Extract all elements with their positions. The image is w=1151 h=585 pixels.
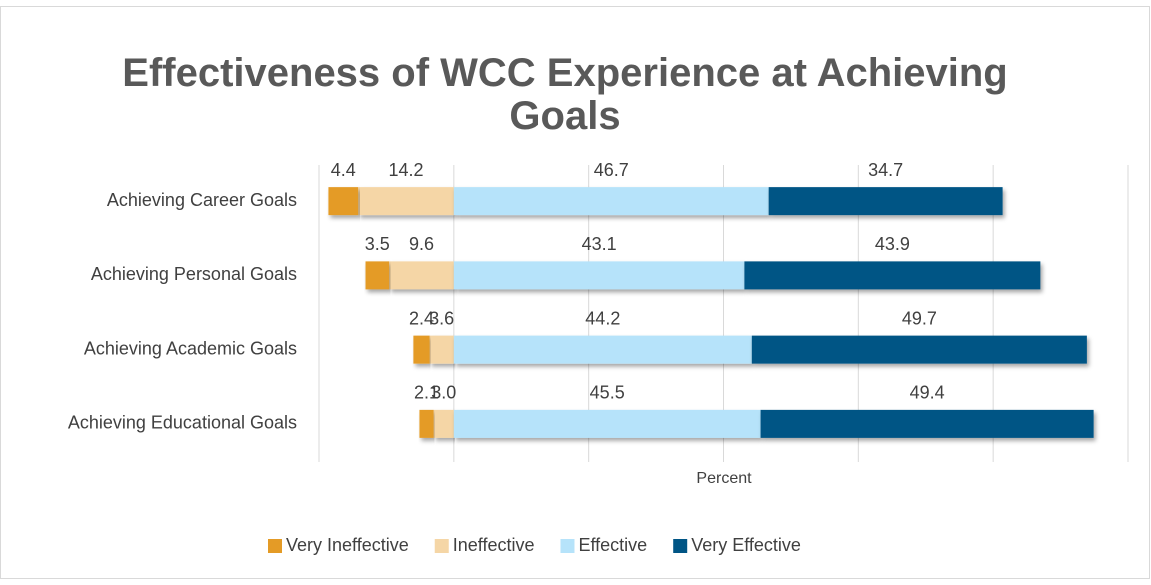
- data-label: 9.6: [409, 234, 434, 254]
- data-label: 49.7: [902, 308, 937, 328]
- bar-segment: [453, 409, 761, 438]
- legend-swatch: [268, 539, 282, 553]
- y-tick-label: Achieving Educational Goals: [68, 413, 297, 433]
- bar-segment: [453, 261, 745, 290]
- bar-segment: [768, 187, 1003, 216]
- data-label: 43.1: [582, 234, 617, 254]
- legend-swatch: [560, 539, 575, 553]
- legend-swatch: [434, 539, 449, 553]
- data-label: 34.7: [868, 160, 903, 180]
- legend-label: Very Effective: [691, 535, 801, 555]
- bar-segment: [760, 409, 1094, 438]
- legend-label: Effective: [578, 535, 647, 555]
- bar-segment: [328, 187, 359, 216]
- chart-title: Effectiveness of WCC Experience at Achie…: [122, 51, 1007, 138]
- y-tick-label: Achieving Academic Goals: [84, 338, 297, 358]
- bar-segment: [413, 335, 430, 364]
- chart-border: [0, 6, 1150, 579]
- bar-segment: [744, 261, 1041, 290]
- bar-segment: [358, 187, 454, 216]
- data-label: 14.2: [388, 160, 423, 180]
- legend-label: Ineffective: [453, 535, 535, 555]
- y-tick-label: Achieving Career Goals: [107, 190, 297, 210]
- y-tick-label: Achieving Personal Goals: [91, 264, 297, 284]
- data-label: 4.4: [331, 160, 356, 180]
- bar-segment: [365, 261, 390, 290]
- bar-segment: [453, 187, 769, 216]
- data-label: 43.9: [875, 234, 910, 254]
- data-label: 2.4: [409, 308, 434, 328]
- data-label: 2.1: [414, 383, 439, 403]
- bar-segment: [389, 261, 454, 290]
- legend-label: Very Ineffective: [286, 535, 409, 555]
- data-label: 44.2: [585, 308, 620, 328]
- x-axis-label: Percent: [696, 470, 752, 487]
- data-label: 45.5: [590, 383, 625, 403]
- data-label: 3.0: [431, 383, 456, 403]
- data-label: 46.7: [594, 160, 629, 180]
- data-label: 3.5: [365, 234, 390, 254]
- bar-segment: [429, 335, 454, 364]
- legend-swatch: [673, 539, 688, 553]
- bar-segment: [433, 409, 454, 438]
- bar-segment: [419, 409, 434, 438]
- data-label: 3.6: [429, 308, 454, 328]
- bar-segment: [751, 335, 1087, 364]
- bar-segment: [453, 335, 752, 364]
- data-label: 49.4: [910, 383, 945, 403]
